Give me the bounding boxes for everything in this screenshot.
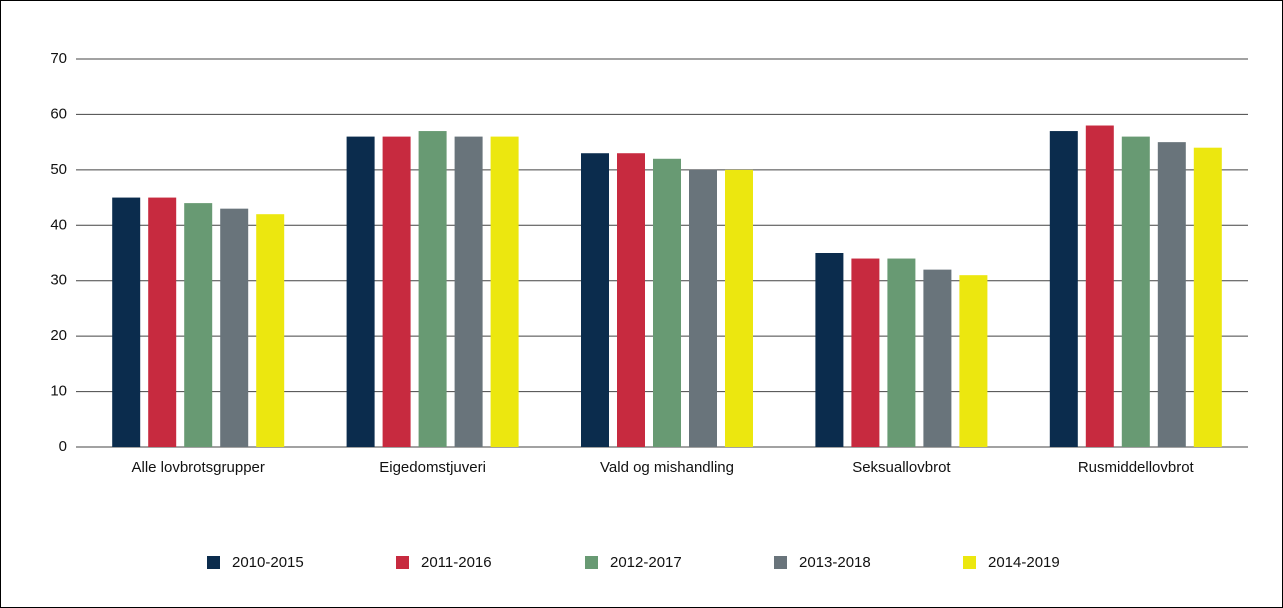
bar (1085, 125, 1114, 447)
y-tick-label: 30 (50, 272, 67, 289)
x-tick-label: Alle lovbrotsgrupper (131, 459, 265, 476)
legend-item: 2012-2017 (585, 554, 682, 571)
y-tick-label: 40 (50, 216, 67, 233)
legend-label: 2011-2016 (421, 554, 492, 571)
legend-swatch (207, 556, 220, 569)
bar (689, 169, 717, 447)
bar (346, 136, 375, 447)
x-tick-label: Eigedomstjuveri (379, 459, 486, 476)
y-tick-label: 10 (50, 383, 67, 400)
legend-item: 2014-2019 (963, 554, 1060, 571)
legend-item: 2010-2015 (207, 554, 304, 571)
legend-swatch (585, 556, 598, 569)
bar (815, 253, 844, 447)
bar (184, 203, 213, 447)
y-tick-label: 20 (50, 327, 67, 344)
bar (490, 136, 519, 447)
bar (1121, 136, 1150, 447)
bar (148, 197, 177, 447)
bar (1193, 147, 1222, 447)
bar (112, 197, 141, 447)
bar (1157, 142, 1186, 447)
x-tick-label: Rusmiddellovbrot (1077, 459, 1194, 476)
legend-label: 2013-2018 (799, 554, 871, 571)
x-tick-label: Seksuallovbrot (852, 459, 951, 476)
y-tick-label: 0 (59, 438, 67, 455)
bar (959, 275, 988, 447)
bar (617, 153, 645, 447)
y-tick-label: 50 (50, 161, 67, 178)
bar (454, 136, 483, 447)
bar (725, 169, 753, 447)
legend-item: 2011-2016 (396, 554, 492, 571)
bar (581, 153, 609, 447)
bar (256, 214, 285, 447)
bar (1049, 131, 1078, 448)
bar (923, 269, 952, 447)
legend-item: 2013-2018 (774, 554, 871, 571)
legend-label: 2010-2015 (232, 554, 304, 571)
legend-swatch (774, 556, 787, 569)
bar (418, 131, 447, 448)
y-tick-label: 60 (50, 105, 67, 122)
legend-swatch (396, 556, 409, 569)
bar (887, 258, 916, 447)
y-tick-label: 70 (50, 50, 67, 67)
bar (851, 258, 880, 447)
legend-label: 2012-2017 (610, 554, 682, 571)
bar (382, 136, 411, 447)
legend-label: 2014-2019 (988, 554, 1060, 571)
legend-swatch (963, 556, 976, 569)
bar (220, 208, 249, 447)
x-tick-label: Vald og mishandling (600, 459, 734, 476)
bar (653, 158, 681, 447)
